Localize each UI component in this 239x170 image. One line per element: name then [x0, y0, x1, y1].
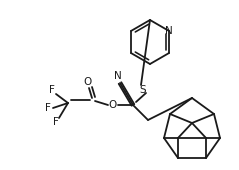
Text: F: F [53, 117, 59, 127]
Text: F: F [45, 103, 51, 113]
Text: F: F [49, 85, 55, 95]
Text: O: O [84, 77, 92, 87]
Text: O: O [109, 100, 117, 110]
Text: N: N [114, 71, 122, 81]
Text: N: N [165, 26, 173, 36]
Text: S: S [140, 85, 146, 95]
